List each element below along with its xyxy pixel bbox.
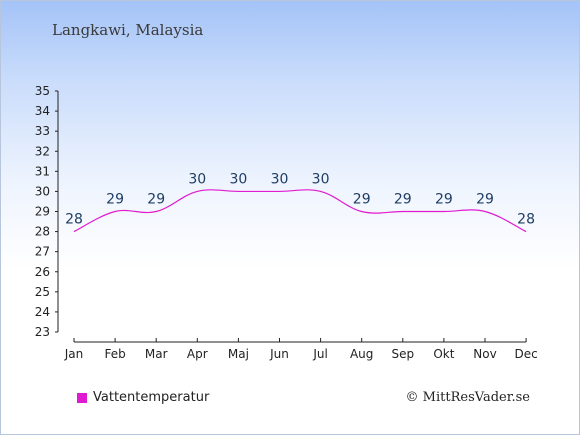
x-tick-label: Jul [312,347,327,361]
y-tick-label: 30 [35,184,50,198]
y-tick-label: 31 [35,164,50,178]
data-label: 29 [353,192,371,208]
data-label: 29 [106,192,124,208]
y-tick-label: 33 [35,124,50,138]
legend-label: Vattentemperatur [93,390,210,405]
data-label: 29 [147,192,165,208]
x-tick-label: Maj [228,347,249,361]
legend: Vattentemperatur [77,390,209,405]
data-label: 28 [65,212,83,228]
y-tick-label: 34 [35,104,50,118]
series-line-vattentemperatur [73,189,527,233]
x-tick-label: Feb [104,347,125,361]
x-tick-label: Dec [514,347,537,361]
x-tick-label: Sep [391,347,414,361]
x-tick-label: Jun [269,347,289,361]
x-tick-label: Nov [473,347,496,361]
y-tick-label: 29 [35,205,50,219]
x-tick-label: Apr [187,347,208,361]
x-tick-label: Mar [145,347,168,361]
copyright-text: © MittResVader.se [405,390,530,405]
y-tick-label: 27 [35,245,50,259]
data-label: 29 [394,192,412,208]
y-tick-label: 28 [35,225,50,239]
x-tick-label: Okt [433,347,454,361]
data-label: 29 [435,192,453,208]
data-label: 30 [188,171,206,187]
y-tick-label: 26 [35,265,50,279]
y-tick-label: 32 [35,144,50,158]
legend-swatch [77,392,87,403]
data-label: 28 [517,212,535,228]
y-tick-label: 24 [35,305,50,319]
data-label: 30 [312,171,330,187]
x-tick-label: Jan [64,347,84,361]
data-label: 30 [271,171,289,187]
x-tick-label: Aug [350,347,373,361]
y-tick-label: 35 [35,84,50,98]
data-label: 30 [229,171,247,187]
data-label: 29 [476,192,494,208]
y-tick-label: 23 [35,325,50,339]
y-tick-label: 25 [35,285,50,299]
chart-title: Langkawi, Malaysia [52,21,204,39]
